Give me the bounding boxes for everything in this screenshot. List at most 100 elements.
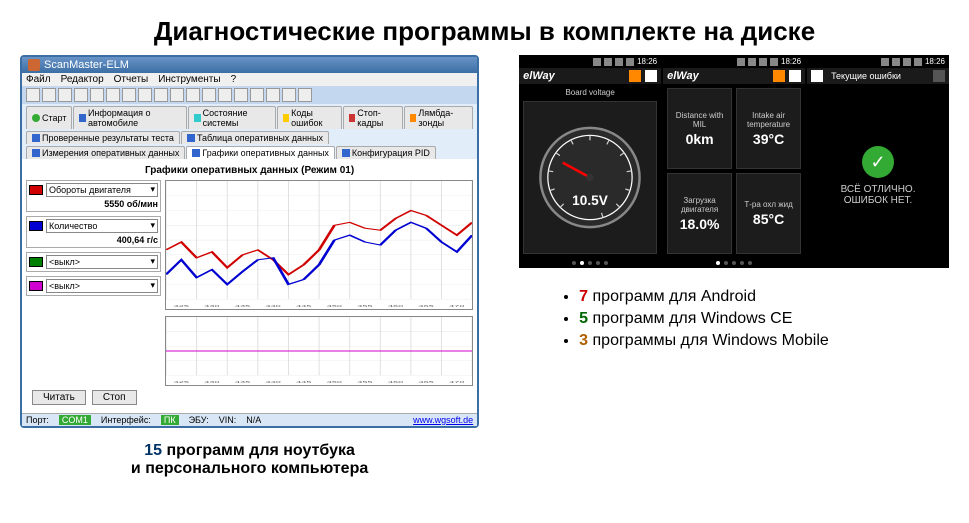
data-tile[interactable]: Загрузкадвигателя 18.0% [667, 173, 732, 254]
tab-label: Информация о автомобиле [88, 108, 181, 128]
tab-icon [187, 134, 195, 142]
status-bar: Порт: COM1 Интерфейс: ПК ЭБУ: VIN: N/A w… [22, 413, 477, 426]
gauge-label: Board voltage [523, 88, 657, 97]
toolbar-button[interactable] [138, 88, 152, 102]
svg-text:470: 470 [449, 381, 465, 384]
toolbar-button[interactable] [298, 88, 312, 102]
status-url[interactable]: www.wgsoft.de [413, 415, 473, 425]
mobile-appbar[interactable]: elWay [663, 68, 805, 84]
list-text: программ для Android [588, 288, 756, 305]
mobile-time: 18:26 [637, 57, 657, 66]
toolbar-button[interactable] [154, 88, 168, 102]
toolbar-button[interactable] [58, 88, 72, 102]
list-text: программы для Windows Mobile [588, 332, 829, 349]
page-dots [663, 258, 805, 268]
tab-конфигурация-pid[interactable]: Конфигурация PID [336, 146, 436, 159]
tab-label: Старт [42, 113, 66, 123]
tab-стоп-кадры[interactable]: Стоп-кадры [343, 106, 403, 129]
data-tile[interactable]: Т-ра охл жид 85°C [736, 173, 801, 254]
toolbar-button[interactable] [218, 88, 232, 102]
menu-item[interactable]: ? [231, 74, 237, 85]
toolbar-button[interactable] [106, 88, 120, 102]
window-titlebar[interactable]: ScanMaster-ELM [22, 57, 477, 73]
chart-title: Графики оперативных данных (Режим 01) [26, 165, 473, 176]
tab-информация-о-автомобиле[interactable]: Информация о автомобиле [73, 106, 187, 129]
toolbar[interactable] [22, 86, 477, 104]
tab-row-1: Старт Информация о автомобиле Состояние си… [22, 104, 477, 129]
menu-icon[interactable] [933, 70, 945, 82]
tab-измерения-оперативных-данных[interactable]: Измерения оперативных данных [26, 146, 185, 159]
toolbar-button[interactable] [250, 88, 264, 102]
tab-графики-оперативных-данных[interactable]: Графики оперативных данных [186, 146, 335, 159]
engine-icon[interactable] [773, 70, 785, 82]
menu-item[interactable]: Файл [26, 74, 51, 85]
tab-label: Таблица оперативных данных [197, 133, 323, 143]
checkmark-icon: ✓ [862, 146, 894, 178]
tab-таблица-оперативных-данных[interactable]: Таблица оперативных данных [181, 131, 329, 144]
tab-коды-ошибок[interactable]: Коды ошибок [277, 106, 342, 129]
line-chart-bottom: 425430435440445450455460465470 [165, 316, 473, 386]
legend-column: Обороты двигателя 5550 об/мин Количество… [26, 180, 161, 386]
tab-label: Графики оперативных данных [202, 148, 329, 158]
toolbar-button[interactable] [122, 88, 136, 102]
tile-value: 85°C [753, 211, 784, 227]
status-volt-label: ЭБУ: [189, 415, 209, 425]
toolbar-button[interactable] [74, 88, 88, 102]
engine-icon[interactable] [629, 70, 641, 82]
left-caption-line1: программ для ноутбука [162, 442, 355, 459]
tab-лямбда-зонды[interactable]: Лямбда-зонды [404, 106, 473, 129]
svg-text:445: 445 [296, 381, 312, 384]
tab-icon [194, 114, 200, 122]
data-tile[interactable]: Distance with MIL 0km [667, 88, 732, 169]
fuel-icon[interactable] [811, 70, 823, 82]
tab-состояние-системы[interactable]: Состояние системы [188, 106, 276, 129]
list-num: 3 [579, 332, 588, 349]
tab-старт[interactable]: Старт [26, 106, 72, 129]
toolbar-button[interactable] [170, 88, 184, 102]
signal-icon [759, 58, 767, 66]
series-select[interactable]: Количество всасываемого возд [46, 219, 158, 233]
legend-entry: Обороты двигателя 5550 об/мин [26, 180, 161, 212]
series-select[interactable]: Обороты двигателя [46, 183, 158, 197]
fuel-icon[interactable] [789, 70, 801, 82]
svg-text:470: 470 [449, 305, 465, 308]
mobile-appbar[interactable]: elWay [519, 68, 661, 84]
tab-проверенные-результаты-теста[interactable]: Проверенные результаты теста [26, 131, 180, 144]
ok-line1: ВСЁ ОТЛИЧНО. [841, 184, 916, 195]
toolbar-button[interactable] [266, 88, 280, 102]
mobile-statusbar: 18:26 [807, 55, 949, 68]
tab-icon [192, 149, 200, 157]
toolbar-button[interactable] [186, 88, 200, 102]
data-tile[interactable]: Intake airtemperature 39°C [736, 88, 801, 169]
menu-bar[interactable]: Файл Редактор Отчеты Инструменты? [22, 73, 477, 86]
menu-item[interactable]: Отчеты [114, 74, 149, 85]
menu-item[interactable]: Инструменты [158, 74, 220, 85]
tab-label: Измерения оперативных данных [42, 148, 179, 158]
toolbar-button[interactable] [42, 88, 56, 102]
read-button[interactable]: Читать [32, 390, 86, 405]
legend-entry: <выкл> [26, 276, 161, 296]
mobile-time: 18:26 [925, 57, 945, 66]
svg-text:425: 425 [174, 305, 190, 308]
voltage-gauge: 10.5V [523, 101, 657, 254]
series-select[interactable]: <выкл> [46, 279, 158, 293]
toolbar-button[interactable] [26, 88, 40, 102]
svg-text:455: 455 [357, 305, 373, 308]
svg-text:450: 450 [327, 381, 343, 384]
stop-button[interactable]: Стоп [92, 390, 137, 405]
series-select[interactable]: <выкл> [46, 255, 158, 269]
menu-item[interactable]: Редактор [61, 74, 104, 85]
mobile-screen-gauge: 18:26 elWay Board voltage [519, 55, 661, 268]
tab-icon [342, 149, 350, 157]
bluetooth-icon [881, 58, 889, 66]
tile-value: 39°C [753, 131, 784, 147]
toolbar-button[interactable] [90, 88, 104, 102]
status-vin: N/A [246, 415, 261, 425]
fuel-icon[interactable] [645, 70, 657, 82]
toolbar-button[interactable] [202, 88, 216, 102]
toolbar-button[interactable] [234, 88, 248, 102]
mobile-appbar[interactable]: Текущие ошибки [807, 68, 949, 84]
toolbar-button[interactable] [282, 88, 296, 102]
svg-text:440: 440 [266, 381, 282, 384]
line-chart-top: 425430435440445450455460465470 [165, 180, 473, 310]
